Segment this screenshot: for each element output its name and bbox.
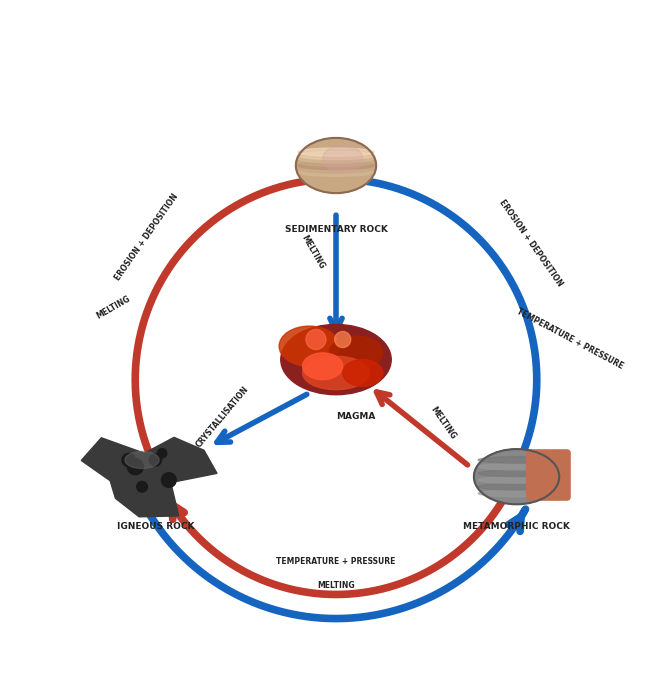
Ellipse shape bbox=[478, 483, 555, 490]
Ellipse shape bbox=[298, 162, 374, 170]
Text: MAGMA: MAGMA bbox=[337, 412, 376, 421]
Ellipse shape bbox=[329, 336, 383, 369]
Ellipse shape bbox=[302, 353, 343, 380]
Text: TEMPERATURE + PRESSURE: TEMPERATURE + PRESSURE bbox=[276, 557, 396, 566]
Ellipse shape bbox=[298, 168, 374, 177]
Ellipse shape bbox=[478, 463, 555, 470]
Text: IGNEOUS ROCK: IGNEOUS ROCK bbox=[117, 522, 194, 532]
Ellipse shape bbox=[281, 325, 391, 394]
Circle shape bbox=[127, 458, 143, 475]
Text: MELTING: MELTING bbox=[317, 581, 355, 589]
Ellipse shape bbox=[478, 470, 555, 477]
Ellipse shape bbox=[343, 360, 383, 386]
Ellipse shape bbox=[478, 457, 555, 463]
Text: MELTING: MELTING bbox=[95, 294, 132, 320]
Circle shape bbox=[136, 481, 147, 492]
Text: TEMPERATURE + PRESSURE: TEMPERATURE + PRESSURE bbox=[515, 306, 625, 370]
Text: METAMORPHIC ROCK: METAMORPHIC ROCK bbox=[463, 522, 570, 532]
Text: CRYSTALLISATION: CRYSTALLISATION bbox=[194, 384, 251, 449]
Circle shape bbox=[335, 331, 351, 348]
Ellipse shape bbox=[296, 138, 376, 193]
Ellipse shape bbox=[298, 148, 374, 156]
Text: EROSION + DEPOSITION: EROSION + DEPOSITION bbox=[497, 198, 564, 289]
Text: SEDIMENTARY ROCK: SEDIMENTARY ROCK bbox=[284, 225, 388, 234]
Circle shape bbox=[122, 454, 135, 466]
Ellipse shape bbox=[323, 145, 363, 172]
Circle shape bbox=[161, 473, 176, 488]
Ellipse shape bbox=[298, 165, 374, 173]
Ellipse shape bbox=[125, 452, 159, 469]
Circle shape bbox=[306, 329, 326, 350]
Ellipse shape bbox=[478, 477, 555, 483]
Text: MELTING: MELTING bbox=[429, 405, 458, 441]
Ellipse shape bbox=[298, 151, 374, 160]
Ellipse shape bbox=[302, 356, 370, 390]
Circle shape bbox=[149, 454, 161, 466]
Ellipse shape bbox=[298, 158, 374, 166]
Ellipse shape bbox=[474, 449, 559, 504]
Circle shape bbox=[157, 449, 167, 458]
Ellipse shape bbox=[279, 326, 339, 366]
Text: EROSION + DEPOSITION: EROSION + DEPOSITION bbox=[113, 191, 179, 282]
Ellipse shape bbox=[298, 155, 374, 163]
Ellipse shape bbox=[478, 490, 555, 497]
FancyBboxPatch shape bbox=[527, 450, 570, 500]
Polygon shape bbox=[81, 437, 217, 517]
Text: MELTING: MELTING bbox=[299, 234, 326, 271]
